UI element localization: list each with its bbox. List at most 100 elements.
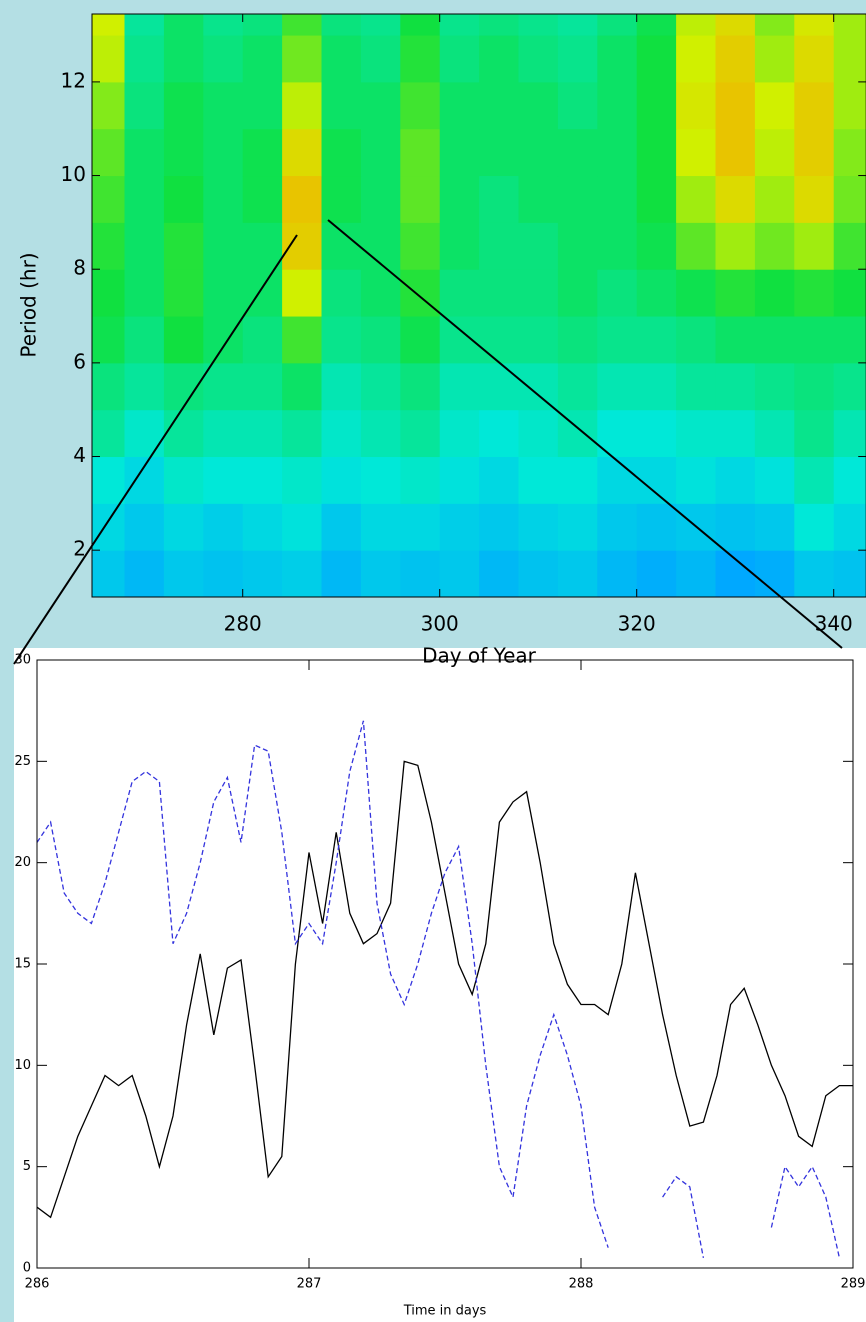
- heatmap-cell: [833, 456, 866, 504]
- heatmap-cell: [597, 128, 638, 177]
- heatmap-cell: [321, 409, 362, 458]
- heatmap-cell: [163, 14, 204, 36]
- x-tick-label: 286: [25, 1277, 50, 1292]
- y-tick-label: 12: [61, 68, 86, 92]
- heatmap-cell: [518, 128, 559, 177]
- heatmap-cell: [282, 456, 323, 504]
- heatmap-cell: [92, 269, 126, 317]
- heatmap-cell: [754, 128, 795, 177]
- heatmap-cell: [833, 14, 866, 36]
- heatmap-cell: [833, 128, 866, 177]
- heatmap-cell: [794, 503, 835, 551]
- heatmap-cell: [833, 35, 866, 83]
- heatmap-cell: [833, 316, 866, 364]
- heatmap-cell: [163, 409, 204, 458]
- heatmap-cell: [439, 362, 480, 411]
- heatmap-cell: [360, 456, 401, 504]
- heatmap-cell: [203, 222, 244, 270]
- heatmap-cell: [636, 14, 677, 36]
- heatmap-cell: [597, 503, 638, 551]
- heatmap-cell: [833, 269, 866, 317]
- heatmap-cell: [124, 316, 165, 364]
- heatmap-cell: [163, 222, 204, 270]
- heatmap-cell: [92, 409, 126, 458]
- heatmap-cell: [400, 316, 441, 364]
- heatmap-cell: [597, 550, 638, 597]
- lower-panel-background: [14, 648, 866, 1322]
- heatmap-cell: [282, 14, 323, 36]
- heatmap-cell: [715, 456, 756, 504]
- heatmap-cell: [833, 550, 866, 597]
- heatmap-cell: [518, 409, 559, 458]
- heatmap-cell: [597, 269, 638, 317]
- heatmap-cell: [400, 409, 441, 458]
- heatmap-cell: [518, 503, 559, 551]
- heatmap-cell: [203, 362, 244, 411]
- heatmap-cell: [479, 81, 520, 130]
- heatmap-cell: [479, 269, 520, 317]
- y-tick-label: 2: [73, 537, 86, 561]
- y-tick-label: 15: [14, 957, 31, 972]
- heatmap-cell: [242, 316, 283, 364]
- heatmap-cell: [242, 409, 283, 458]
- heatmap-cell: [833, 362, 866, 411]
- heatmap-cell: [203, 503, 244, 551]
- heatmap-cell: [282, 550, 323, 597]
- heatmap-cell: [794, 128, 835, 177]
- heatmap-cell: [597, 362, 638, 411]
- heatmap-cell: [518, 81, 559, 130]
- heatmap-cell: [92, 14, 126, 36]
- heatmap-cell: [400, 14, 441, 36]
- heatmap-cell: [715, 409, 756, 458]
- heatmap-cell: [242, 503, 283, 551]
- heatmap-cell: [439, 456, 480, 504]
- heatmap-cell: [833, 409, 866, 458]
- heatmap-cell: [203, 81, 244, 130]
- heatmap-cell: [163, 456, 204, 504]
- heatmap-cell: [597, 175, 638, 223]
- heatmap-cell: [676, 81, 717, 130]
- heatmap-cell: [242, 456, 283, 504]
- x-tick-label: 288: [569, 1277, 594, 1292]
- plot-frame: [91, 13, 866, 598]
- heatmap-cell: [518, 550, 559, 597]
- heatmap-cell: [282, 81, 323, 130]
- heatmap-cell: [282, 362, 323, 411]
- x-tick-label: 300: [421, 612, 459, 636]
- heatmap-cell: [518, 35, 559, 83]
- heatmap-cell: [557, 128, 598, 177]
- heatmap-cell: [242, 550, 283, 597]
- heatmap-cell: [400, 362, 441, 411]
- heatmap-cell: [636, 175, 677, 223]
- heatmap-cell: [124, 409, 165, 458]
- heatmap-cell: [321, 503, 362, 551]
- y-tick-label: 10: [14, 1058, 31, 1073]
- heatmap-cell: [439, 128, 480, 177]
- heatmap-cell: [400, 128, 441, 177]
- y-tick-label: 8: [73, 256, 86, 280]
- heatmap-cell: [715, 503, 756, 551]
- heatmap-cell: [794, 222, 835, 270]
- y-tick-label: 20: [14, 855, 31, 870]
- heatmap-cell: [479, 128, 520, 177]
- heatmap-cell: [636, 503, 677, 551]
- heatmap-cell: [518, 316, 559, 364]
- heatmap-cell: [282, 35, 323, 83]
- heatmap-cell: [557, 35, 598, 83]
- heatmap-cell: [715, 269, 756, 317]
- y-tick-label: 0: [23, 1261, 31, 1276]
- heatmap-cell: [321, 362, 362, 411]
- heatmap-cell: [833, 175, 866, 223]
- y-tick-label: 4: [73, 443, 86, 467]
- heatmap-cell: [360, 222, 401, 270]
- heatmap-cell: [124, 456, 165, 504]
- heatmap-cell: [794, 269, 835, 317]
- heatmap-cell: [715, 362, 756, 411]
- heatmap-cell: [833, 81, 866, 130]
- heatmap-cell: [163, 175, 204, 223]
- heatmap-cell: [203, 14, 244, 36]
- heatmap-cell: [794, 550, 835, 597]
- heatmap-cell: [203, 269, 244, 317]
- heatmap-cell: [557, 222, 598, 270]
- heatmap-cell: [754, 222, 795, 270]
